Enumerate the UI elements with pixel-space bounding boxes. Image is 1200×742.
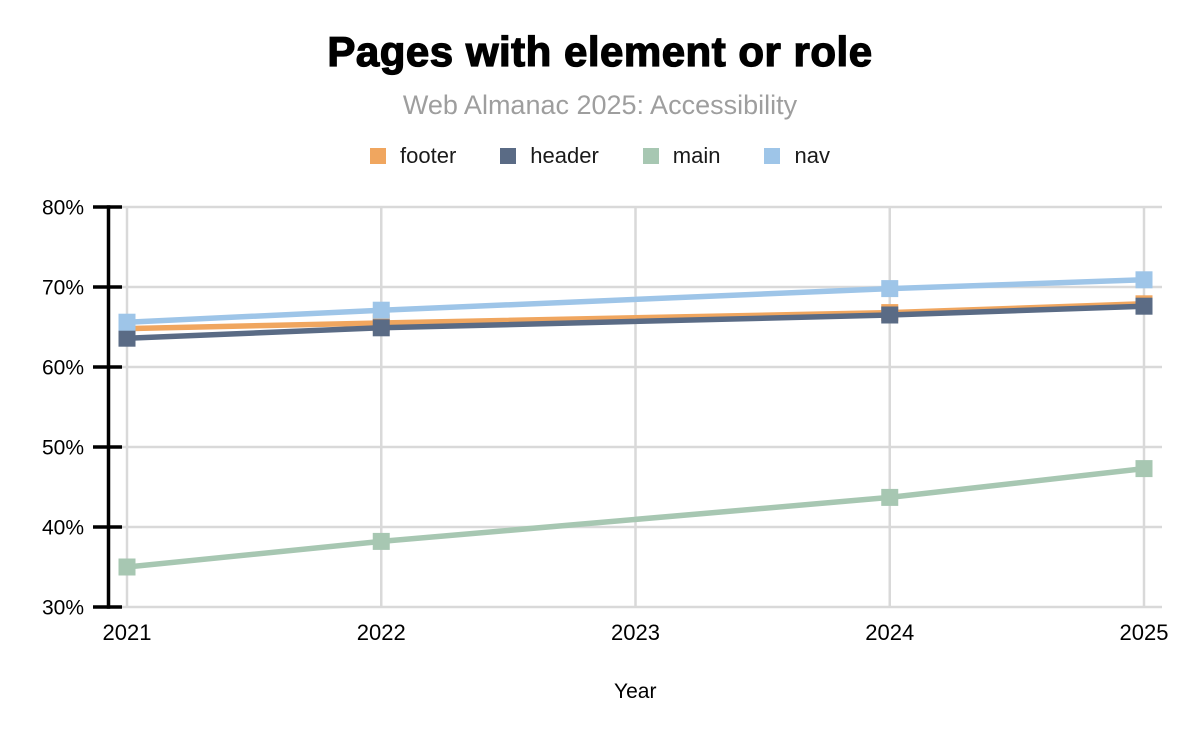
legend-label-footer: footer — [400, 143, 457, 168]
y-tick-label: 30% — [42, 597, 84, 620]
series-line-nav — [126, 277, 1145, 325]
x-tick-label: 2024 — [865, 620, 914, 645]
legend-label-main: main — [672, 143, 721, 168]
marker-main-2022 — [372, 532, 390, 550]
chart-subtitle: Web Almanac 2025: Accessibility — [402, 90, 798, 120]
x-axis-title: Year — [614, 680, 656, 703]
legend-item-header: header — [500, 143, 599, 169]
y-tick-label: 80% — [42, 197, 84, 220]
line-chart-canvas: 80% 70% 60% 50% 40% 30% 2021 2022 2023 2024 2025 Ye… — [42, 197, 1169, 704]
y-tick-label: 40% — [42, 517, 84, 540]
marker-header-2024 — [881, 306, 899, 324]
x-tick-label: 2025 — [1120, 620, 1169, 645]
legend-swatch-main — [642, 148, 659, 164]
x-tick-label: 2021 — [103, 620, 152, 645]
marker-main-2025 — [1135, 460, 1153, 478]
series-line-main — [126, 465, 1145, 570]
legend-swatch-footer — [370, 148, 387, 164]
legend-item-footer: footer — [370, 143, 456, 169]
legend-swatch-nav — [764, 148, 781, 164]
marker-header-2021 — [118, 329, 136, 347]
marker-header-2025 — [1135, 297, 1153, 315]
chart-title: Pages with element or role — [327, 27, 873, 75]
chart-plot-area: 80% 70% 60% 50% 40% 30% 2021 2022 2023 2024 2025 Ye… — [0, 190, 1200, 742]
marker-nav-2021 — [118, 313, 136, 331]
chart-legend: footer header main nav — [0, 143, 1200, 169]
legend-swatch-header — [500, 148, 517, 164]
legend-label-header: header — [530, 143, 599, 168]
marker-nav-2024 — [881, 280, 899, 298]
x-tick-label: 2023 — [611, 620, 660, 645]
legend-item-nav: nav — [764, 143, 830, 169]
y-tick-label: 60% — [42, 357, 84, 380]
marker-main-2021 — [118, 558, 136, 576]
series-line-header — [126, 303, 1145, 341]
legend-label-nav: nav — [794, 143, 830, 168]
x-tick-label: 2022 — [357, 620, 406, 645]
legend-item-main: main — [642, 143, 721, 169]
marker-header-2022 — [372, 319, 390, 337]
marker-nav-2025 — [1135, 271, 1153, 289]
marker-nav-2022 — [372, 301, 390, 319]
y-tick-label: 50% — [42, 437, 84, 460]
y-tick-label: 70% — [42, 277, 84, 300]
marker-main-2024 — [881, 488, 899, 506]
